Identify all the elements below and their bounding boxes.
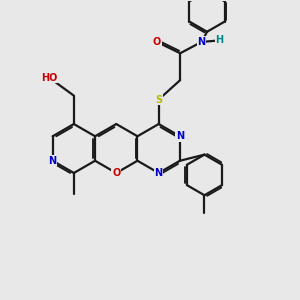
- Text: N: N: [176, 131, 184, 141]
- Text: HO: HO: [41, 73, 58, 83]
- Text: O: O: [153, 37, 161, 47]
- Text: H: H: [215, 35, 224, 45]
- Text: N: N: [154, 168, 163, 178]
- Text: N: N: [198, 37, 206, 47]
- Text: N: N: [49, 156, 57, 166]
- Text: S: S: [155, 94, 162, 104]
- Text: O: O: [112, 168, 120, 178]
